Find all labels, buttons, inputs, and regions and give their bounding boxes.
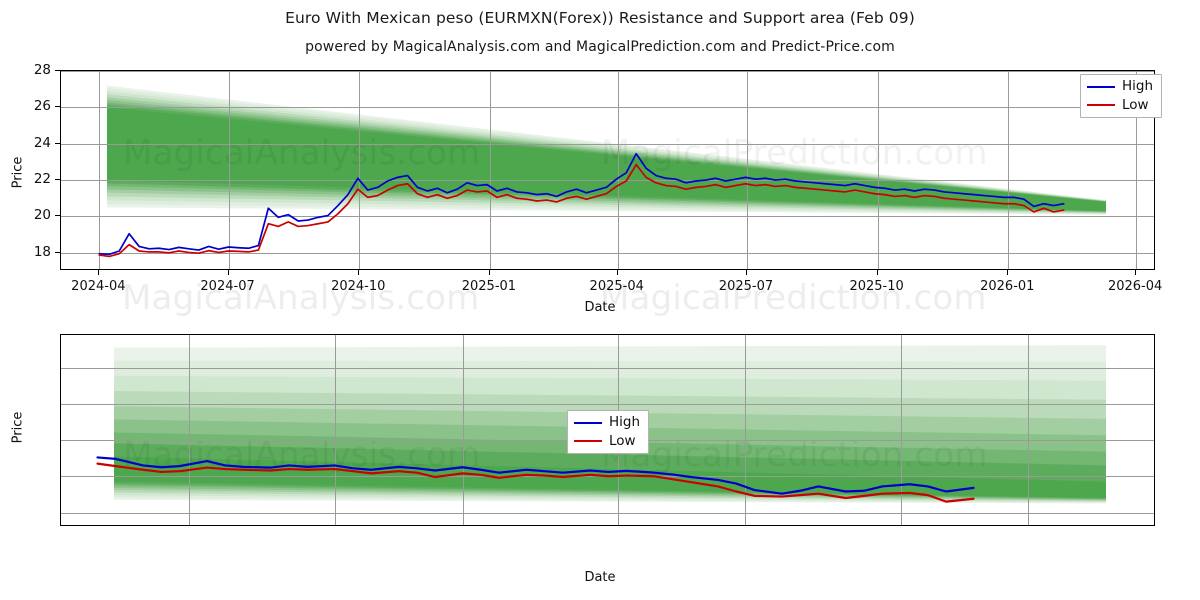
y-axis-tick-label: 28 bbox=[33, 62, 51, 78]
x-axis-tick-mark bbox=[488, 270, 490, 275]
gridline-vertical bbox=[188, 335, 190, 525]
x-axis-tick-label: 2026-04 bbox=[1107, 279, 1163, 294]
legend-row-low: Low bbox=[574, 432, 640, 449]
legend-label-high: High bbox=[1122, 78, 1154, 94]
series-line-high bbox=[98, 152, 1065, 256]
gridline-horizontal bbox=[61, 252, 1154, 254]
zoom-legend[interactable]: High Low bbox=[567, 410, 650, 454]
x-axis-tick-label: 2025-04 bbox=[589, 279, 644, 294]
y-axis-tick-mark bbox=[55, 215, 60, 217]
legend-swatch-high bbox=[574, 421, 602, 424]
legend-swatch-low bbox=[574, 440, 602, 443]
x-axis-tick-mark bbox=[227, 270, 229, 275]
overview-series-lines bbox=[98, 152, 1065, 258]
gridline-horizontal bbox=[61, 143, 1154, 145]
legend-label-low: Low bbox=[609, 432, 636, 449]
gridline-vertical bbox=[617, 71, 619, 269]
y-axis-tick-label: 18 bbox=[33, 243, 51, 260]
zoom-series-lines bbox=[96, 456, 975, 503]
page-title: Euro With Mexican peso (EURMXN(Forex)) R… bbox=[285, 9, 915, 27]
x-axis-tick-mark bbox=[876, 270, 878, 275]
legend-label-high: High bbox=[609, 414, 641, 430]
page-subtitle: powered by MagicalAnalysis.com and Magic… bbox=[305, 39, 895, 55]
gridline-vertical bbox=[359, 71, 361, 269]
y-axis-tick-label: 26 bbox=[33, 98, 51, 115]
x-axis-tick-label: 2024-07 bbox=[200, 279, 255, 294]
zoom-y-axis-title: Price bbox=[10, 411, 26, 444]
x-axis-tick-mark bbox=[358, 270, 360, 275]
x-axis-tick-mark bbox=[616, 270, 618, 275]
legend-swatch-low bbox=[1087, 104, 1115, 107]
y-axis-tick-mark bbox=[55, 70, 60, 71]
y-axis-tick-label: 22 bbox=[33, 171, 51, 188]
x-axis-tick-label: 2024-04 bbox=[71, 279, 126, 294]
overview-x-axis-title: Date bbox=[584, 300, 616, 315]
y-axis-tick-mark bbox=[55, 251, 60, 253]
gridline-vertical bbox=[900, 335, 902, 525]
gridline-horizontal bbox=[61, 180, 1154, 182]
legend-row-high: High bbox=[1087, 78, 1154, 94]
gridline-vertical bbox=[1136, 71, 1138, 269]
gridline-horizontal bbox=[61, 367, 1154, 369]
x-axis-tick-label: 2024-10 bbox=[331, 279, 386, 294]
gridline-horizontal bbox=[61, 216, 1154, 218]
zoom-x-axis-title: Date bbox=[584, 570, 616, 585]
gridline-horizontal bbox=[61, 512, 1154, 514]
gridline-vertical bbox=[745, 335, 747, 525]
gridline-vertical bbox=[334, 335, 336, 525]
x-axis-tick-mark bbox=[745, 270, 747, 275]
series-line-low bbox=[96, 462, 975, 503]
x-axis-tick-label: 2025-07 bbox=[718, 279, 774, 294]
gridline-vertical bbox=[99, 71, 101, 269]
series-line-high bbox=[96, 456, 975, 495]
overview-panel: Price 18 20 22 24 26 28 2024-04 2024-07 2024-10… bbox=[11, 62, 1163, 318]
gridline-vertical bbox=[489, 71, 491, 269]
zoom-panel: Price 2021222324 2025-11-012025-11-15202… bbox=[0, 320, 1200, 600]
gridline-vertical bbox=[1028, 335, 1030, 525]
x-axis-tick-mark bbox=[1007, 270, 1009, 275]
gridline-horizontal bbox=[61, 107, 1154, 109]
x-axis-tick-label: 2026-01 bbox=[980, 279, 1035, 294]
band-layer-8 bbox=[107, 107, 1106, 211]
legend-label-low: Low bbox=[1122, 96, 1149, 113]
y-axis-tick-mark bbox=[55, 142, 60, 144]
gridline-vertical bbox=[746, 71, 748, 269]
x-axis-tick-label: 2025-10 bbox=[849, 279, 904, 294]
gridline-vertical bbox=[462, 335, 464, 525]
y-axis-tick-mark bbox=[55, 106, 60, 108]
overview-plot-area: MagicalAnalysis.com MagicalPrediction.co… bbox=[60, 70, 1155, 270]
legend-row-low: Low bbox=[1087, 96, 1153, 113]
legend-row-high: High bbox=[574, 414, 641, 430]
title-block: Euro With Mexican peso (EURMXN(Forex)) R… bbox=[0, 0, 1200, 55]
gridline-vertical bbox=[228, 71, 230, 269]
gridline-vertical bbox=[877, 71, 879, 269]
x-axis-tick-mark bbox=[1135, 270, 1137, 275]
gridline-horizontal bbox=[61, 71, 1154, 72]
y-axis-tick-label: 24 bbox=[33, 134, 51, 151]
overview-legend[interactable]: High Low bbox=[1080, 74, 1163, 118]
x-axis-tick-mark bbox=[98, 270, 100, 275]
y-axis-tick-label: 20 bbox=[33, 207, 51, 224]
x-axis-tick-label: 2025-01 bbox=[461, 279, 517, 294]
y-axis-tick-mark bbox=[55, 179, 60, 181]
gridline-vertical bbox=[1008, 71, 1010, 269]
gridline-horizontal bbox=[61, 403, 1154, 405]
legend-swatch-high bbox=[1087, 85, 1115, 88]
series-line-low bbox=[98, 163, 1065, 258]
